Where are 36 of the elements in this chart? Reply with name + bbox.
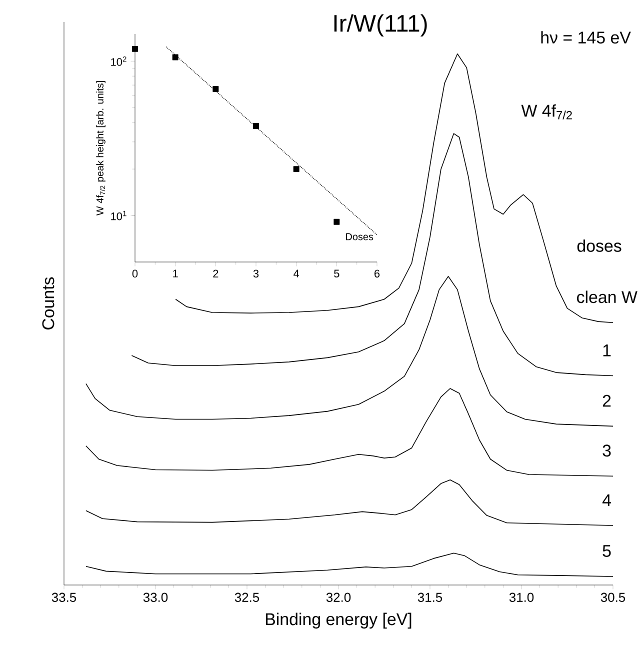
- y-axis-title: W 4f$_{7/2}$ peak height [arb. units]: [96, 81, 106, 216]
- x-tick-label: 33.0: [143, 592, 168, 602]
- point: [132, 46, 138, 52]
- point: [334, 218, 340, 225]
- x-tick-label: 33.5: [52, 592, 76, 602]
- x-tick-label: 4: [294, 270, 300, 278]
- x-tick-label: 31.5: [418, 592, 442, 602]
- x-tick-label: 3: [253, 270, 259, 278]
- series-label: clean W: [577, 290, 638, 304]
- x-tick-label: 30.5: [600, 592, 626, 602]
- x-tick-label: 31.0: [509, 592, 534, 602]
- text: hν = 145 eV: [541, 31, 631, 44]
- series-label: 2: [602, 394, 611, 407]
- annotation: doses: [577, 239, 622, 252]
- series-label: 4: [602, 494, 611, 506]
- x-tick-label: 32.5: [234, 592, 260, 602]
- x-tick-label: 32.0: [326, 592, 351, 602]
- x-axis-title: Doses: [346, 233, 374, 240]
- y-axis-title: Counts: [42, 277, 54, 330]
- x-tick-label: 5: [334, 270, 340, 278]
- point: [293, 166, 300, 172]
- series-label: 3: [602, 444, 611, 457]
- y-tick-label: 10$^{2}$: [111, 56, 126, 66]
- point: [172, 54, 178, 60]
- series-label: 1: [603, 344, 611, 356]
- annotation: W 4f$_{7/2}$: [521, 104, 572, 120]
- x-tick-label: 1: [173, 270, 178, 278]
- x-tick-label: 0: [132, 270, 138, 278]
- series-label: 5: [602, 545, 611, 557]
- chart-title: Ir/W(111): [334, 14, 427, 37]
- y-tick-label: 10$^{1}$: [111, 210, 126, 220]
- x-tick-label: 6: [374, 270, 380, 278]
- x-axis-title: Binding energy [eV]: [266, 612, 412, 629]
- point: [253, 123, 259, 130]
- point: [212, 86, 219, 92]
- x-tick-label: 2: [213, 270, 218, 278]
